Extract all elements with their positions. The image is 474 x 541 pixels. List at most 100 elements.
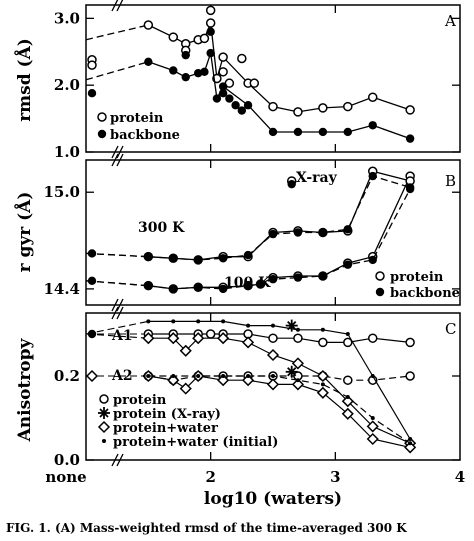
panel-c-frame xyxy=(85,312,461,461)
c-xray-point-1-d2 xyxy=(287,367,297,377)
b-backbone-100-point-9 xyxy=(343,260,352,269)
panel-a-ylabel: rmsd (Å) xyxy=(13,38,35,122)
panel-a-ticks-label-0: 1.0 xyxy=(54,143,80,161)
panel-c-ylabel: Anisotropy xyxy=(15,337,35,442)
c-water-A1-point-2 xyxy=(179,344,192,357)
a-backbone-point-0 xyxy=(144,57,153,66)
c-protein-A1-point-8 xyxy=(318,337,328,348)
c-initial-A2-point-3 xyxy=(221,374,226,378)
b-backbone-300-point-0 xyxy=(144,252,153,261)
legend-b-protein-marker xyxy=(375,271,385,281)
c-water-A2-point-6 xyxy=(266,378,280,391)
panel-b-letter: B xyxy=(445,172,456,190)
c-initial-A1-point-8 xyxy=(345,332,350,336)
c-initial-A2-point-4 xyxy=(246,374,251,378)
a-backbone-point-8 xyxy=(243,101,253,110)
b-backbone-100-point-10 xyxy=(368,255,377,265)
annotation-a1: A1 xyxy=(111,328,133,344)
a-backbone-point-7 xyxy=(218,82,228,91)
a-backbone-scatter-2 xyxy=(218,89,228,98)
panel-c-ticks: 0.0 0.2 xyxy=(54,306,460,469)
annotation-a1-text: A1 xyxy=(111,328,133,344)
c-protein-A1-point-7 xyxy=(293,333,303,343)
c-initial-A2-point-2 xyxy=(196,374,201,378)
c-initial-A1-point-3 xyxy=(221,319,226,324)
panel-c-ticks-break-bottom-1 xyxy=(111,453,119,467)
a-backbone-point-1 xyxy=(169,66,178,75)
b-backbone-100-point-6 xyxy=(268,275,278,284)
panel-c-ticks-break-bottom-2 xyxy=(116,453,124,467)
a-protein-scatter-0 xyxy=(205,5,216,16)
legend-c-xray-label: protein (X-ray) xyxy=(113,407,221,422)
panel-b-ticks: 14.4 15.0 xyxy=(43,153,460,312)
c-protein-A1-point-6 xyxy=(268,333,278,343)
c-water-A1-point-6 xyxy=(266,348,280,362)
c-initial-A2-point-6 xyxy=(295,378,300,383)
c-water-A2-point-5 xyxy=(242,374,255,387)
legend-backbone-marker xyxy=(97,129,107,139)
c-initial-A2-point-10 xyxy=(408,441,413,446)
a-backbone-point-4 xyxy=(200,67,209,77)
panel-a-frame xyxy=(85,4,461,153)
panel-a-series xyxy=(85,5,415,143)
legend-protein-marker xyxy=(97,112,107,122)
legend-b-protein-label: protein xyxy=(390,270,444,285)
c-protein-A2-point-10 xyxy=(405,371,415,381)
a-protein-scatter-2 xyxy=(218,67,228,77)
panel-c-ticks-break-top-1 xyxy=(111,306,119,320)
c-water-A2-point-8 xyxy=(316,386,329,399)
a-backbone-scatter-5 xyxy=(237,106,247,115)
b-backbone-xray-point xyxy=(287,179,296,189)
panel-b-frame xyxy=(85,159,461,306)
a-protein-point-7 xyxy=(218,52,228,62)
legend-backbone-label: backbone xyxy=(110,128,180,143)
legend-c-protein-marker xyxy=(99,394,109,404)
panel-a: A rmsd (Å) 1.0 2.0 3.0 protein backbone xyxy=(13,0,461,161)
c-protein-A1-point-3 xyxy=(205,329,216,339)
a-protein-none-1 xyxy=(87,60,97,70)
a-backbone-point-11 xyxy=(318,127,328,137)
b-backbone-100-point-5 xyxy=(256,279,265,289)
b-backbone-300-point-10 xyxy=(405,183,415,192)
c-water-A1-point-7 xyxy=(291,357,304,370)
a-backbone-point-10 xyxy=(293,127,303,137)
panel-b-ticks-break-bottom-2 xyxy=(116,298,124,312)
a-protein-point-9 xyxy=(268,101,278,112)
xray-annotation: X-ray xyxy=(296,170,338,186)
a-protein-scatter-5 xyxy=(249,78,260,88)
panel-a-ticks-break-bottom-1 xyxy=(111,145,119,159)
panel-c-series xyxy=(85,319,417,454)
a-backbone-point-5 xyxy=(206,48,215,58)
panel-c: C Anisotropy 0.0 0.2 A1 A2 protein protei… xyxy=(15,306,461,469)
a-backbone-scatter-4 xyxy=(231,101,240,110)
panel-b-ticks-break-bottom-1 xyxy=(111,298,119,312)
c-water-A1-point-10 xyxy=(366,420,379,433)
panel-b-ticks-break-top-1 xyxy=(111,153,119,167)
panel-c-ticks-break-top-2 xyxy=(116,306,124,320)
c-initial-A1-point-0 xyxy=(146,319,151,324)
legend-protein-label: protein xyxy=(110,111,164,126)
legend-b-backbone-marker xyxy=(375,287,385,297)
c-initial-A2-point-9 xyxy=(370,416,375,420)
panel-c-ticks-label-1: 0.2 xyxy=(54,367,80,385)
b-backbone-100-point-8 xyxy=(318,271,328,281)
c-water-A1-point-5 xyxy=(242,336,255,349)
b-backbone-300-point-8 xyxy=(343,225,352,234)
panel-b-ticks-break-top-2 xyxy=(116,153,124,167)
panel-a-ticks-label-1: 2.0 xyxy=(54,76,80,94)
c-water-A1-point-3 xyxy=(192,332,205,345)
b-backbone-100-point-3 xyxy=(218,284,228,294)
c-protein-A2-point-8 xyxy=(343,375,353,385)
b-backbone-300-line xyxy=(148,175,411,261)
a-protein-scatter-4 xyxy=(237,53,247,64)
a-backbone-point-12 xyxy=(343,127,352,137)
c-none-a2 xyxy=(85,369,99,383)
panel-a-ticks-label-2: 3.0 xyxy=(54,9,80,27)
b-backbone-100-point-0 xyxy=(144,281,153,290)
panel-b-legend: protein backbone xyxy=(375,270,460,301)
panel-a-legend: protein backbone xyxy=(97,111,180,143)
panel-a-ylabel-text: rmsd (Å) xyxy=(13,38,35,122)
panel-b-ticks-label-1: 15.0 xyxy=(43,183,80,201)
a-backbone-scatter-1 xyxy=(181,50,190,60)
c-initial-A1-point-5 xyxy=(271,323,275,328)
